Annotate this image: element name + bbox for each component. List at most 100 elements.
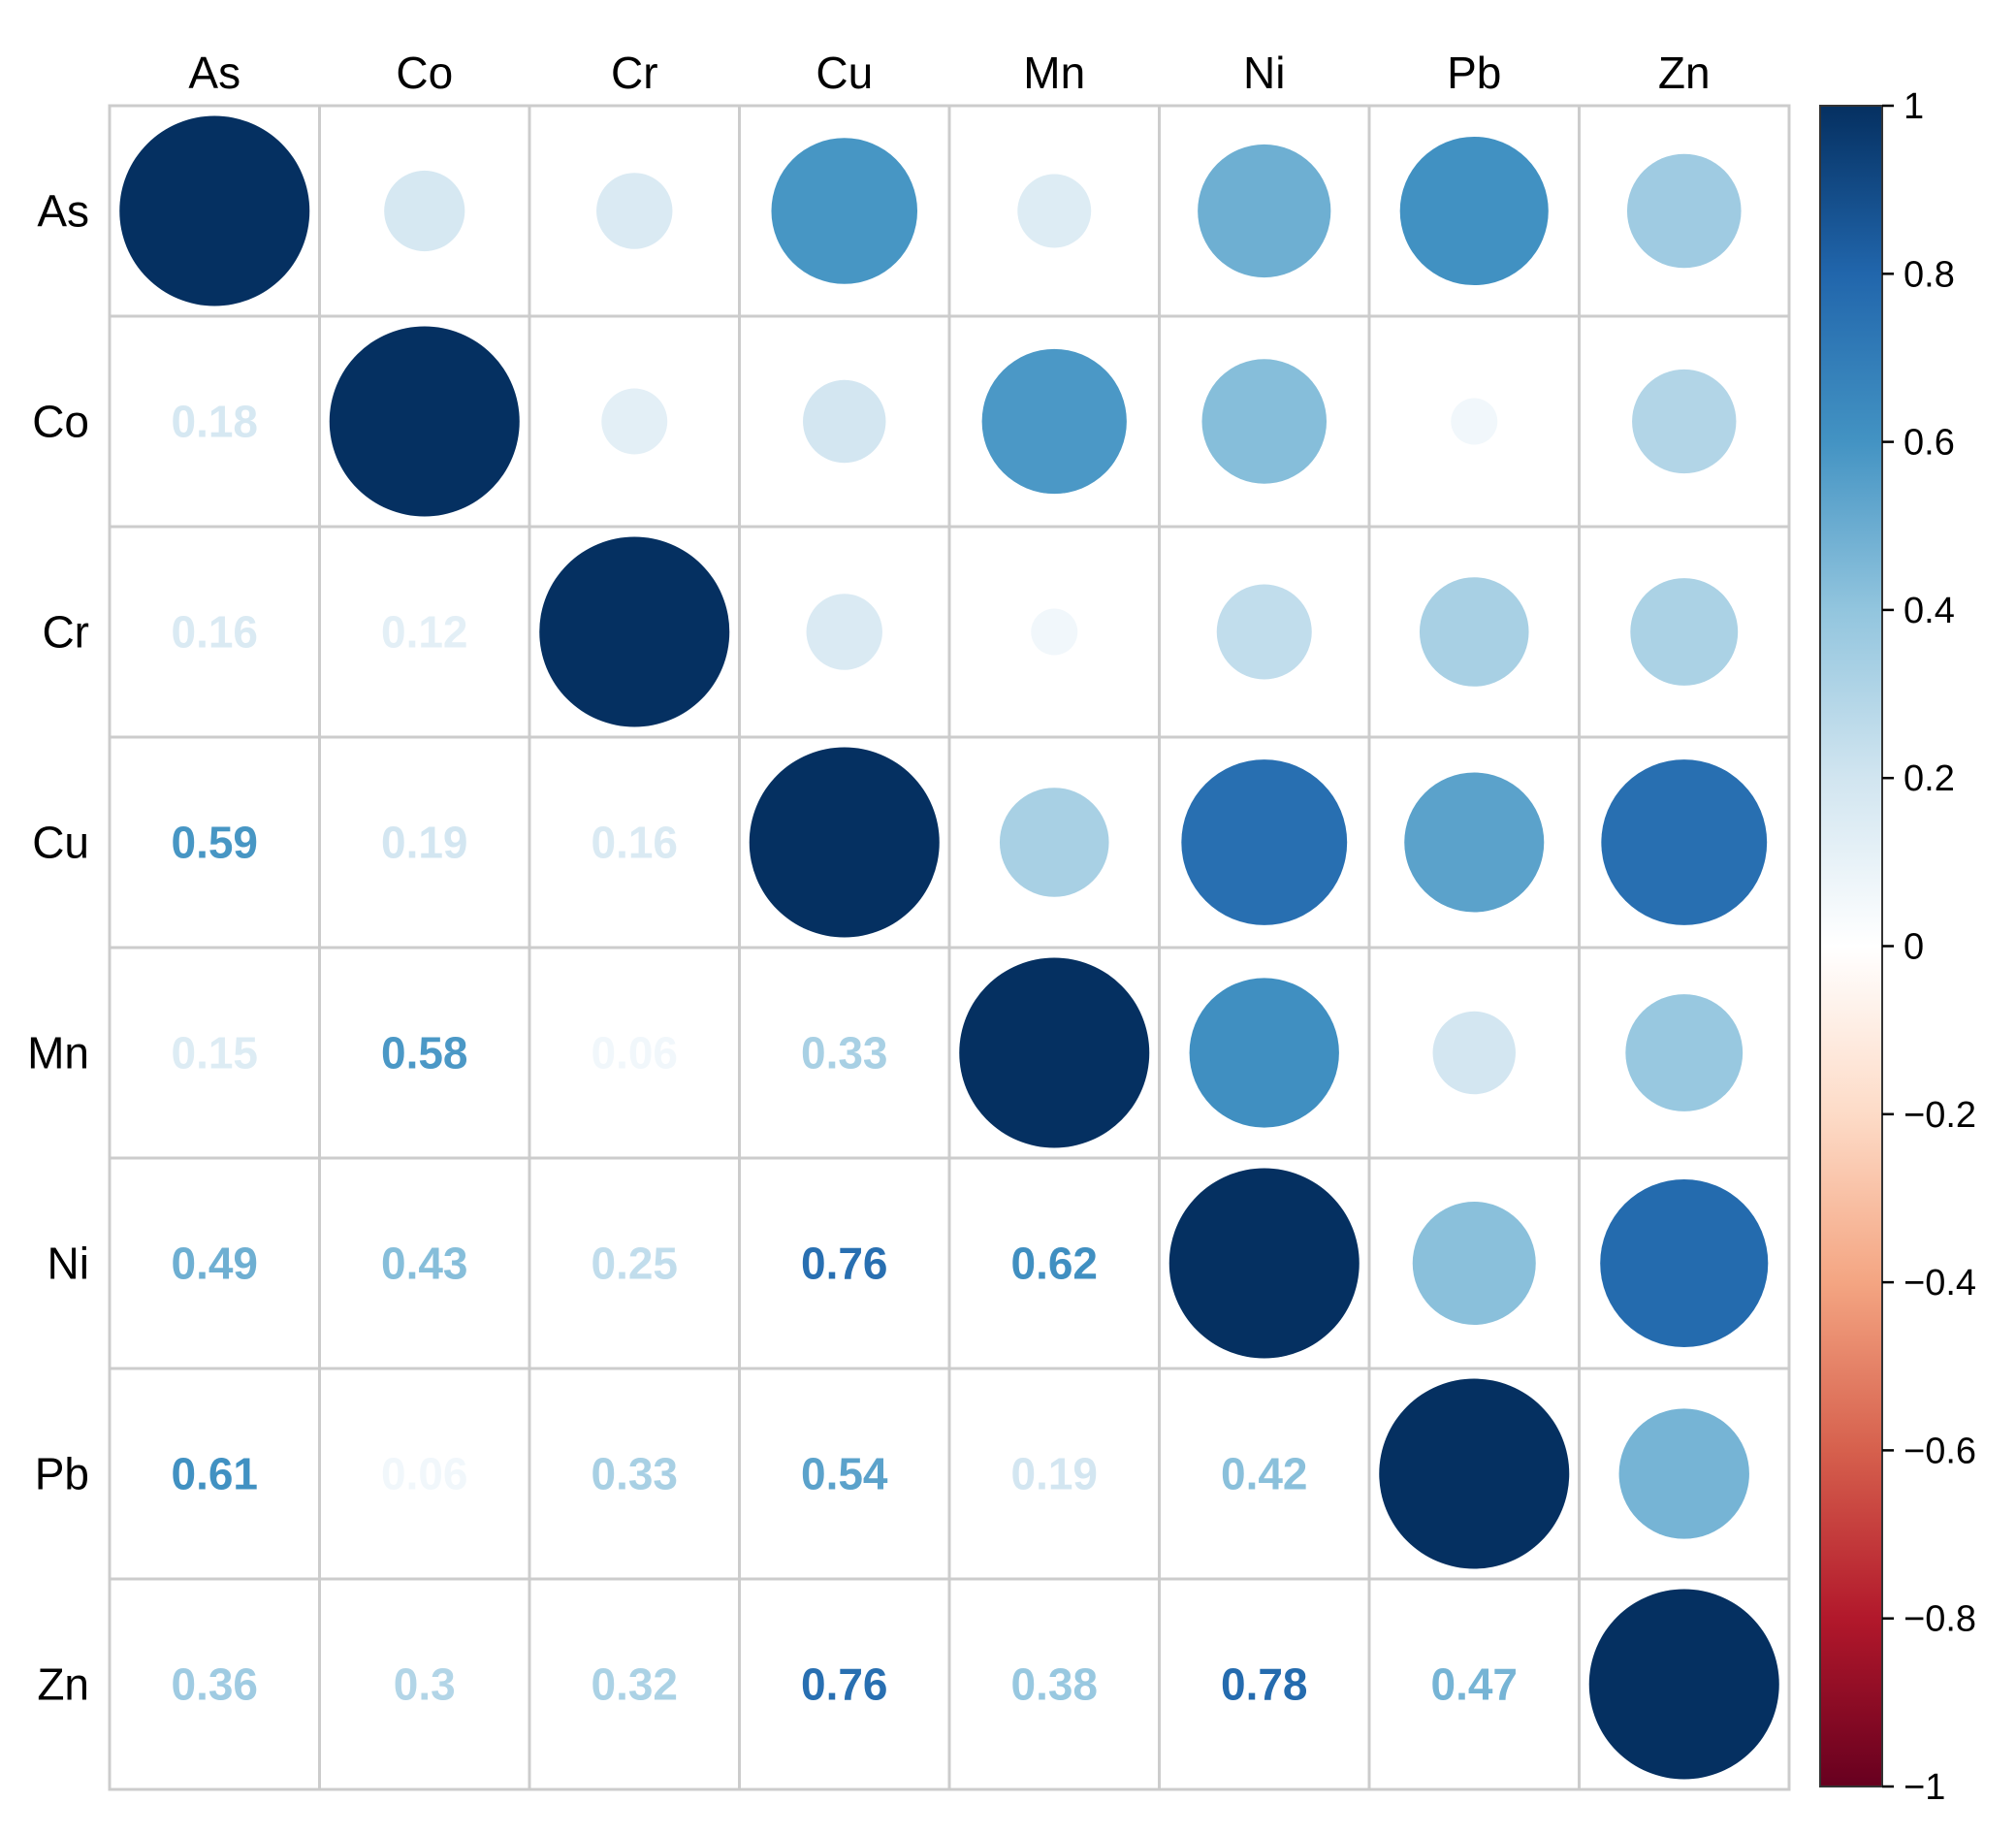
value-Cu-Co: 0.19: [381, 818, 468, 868]
row-label-Zn: Zn: [37, 1659, 89, 1710]
value-Zn-Pb: 0.47: [1430, 1659, 1518, 1710]
circle-As-Co: [384, 170, 465, 252]
cell-Pb-As: [108, 1367, 321, 1581]
colorbar-tick-label: −0.4: [1904, 1263, 1976, 1304]
cell-Cr-Ni: [1158, 525, 1371, 739]
circle-As-Mn: [1017, 174, 1092, 248]
value-Zn-Ni: 0.78: [1221, 1659, 1308, 1710]
value-Mn-Cu: 0.33: [801, 1028, 888, 1078]
circle-Cr-Cr: [539, 536, 730, 727]
circle-Mn-Ni: [1189, 978, 1339, 1128]
value-Mn-Cr: 0.06: [591, 1028, 678, 1078]
cell-Ni-Cr: [528, 1156, 741, 1370]
column-labels: As Co Cr Cu Mn Ni Pb Zn: [188, 48, 1710, 98]
colorbar-tick-label: 0.2: [1904, 758, 1955, 799]
circle-Cr-Pb: [1419, 577, 1529, 687]
cell-Mn-Cu: [738, 946, 951, 1160]
value-Zn-Mn: 0.38: [1010, 1659, 1098, 1710]
cell-Cr-Co: [318, 525, 531, 739]
cell-Mn-Cr: [528, 946, 741, 1160]
circle-Co-Ni: [1201, 359, 1328, 484]
circle-Co-Mn: [981, 348, 1127, 495]
colorbar-tick-label: −1: [1904, 1767, 1945, 1808]
cell-Ni-Mn: [947, 1156, 1161, 1370]
row-labels: As Co Cr Cu Mn Ni Pb Zn: [27, 186, 89, 1710]
colorbar-tick-label: 0.8: [1904, 254, 1955, 295]
circle-Co-Cu: [803, 379, 886, 464]
colorbar-tick-label: −0.2: [1904, 1095, 1976, 1136]
value-Pb-Ni: 0.42: [1221, 1449, 1308, 1499]
row-label-Ni: Ni: [48, 1239, 89, 1289]
value-Pb-Cu: 0.54: [801, 1449, 888, 1499]
cell-Mn-Pb: [1367, 946, 1581, 1160]
value-Pb-Co: 0.06: [381, 1449, 468, 1499]
circle-Cu-Zn: [1601, 759, 1768, 925]
row-label-Cu: Cu: [32, 818, 89, 868]
circle-Ni-Pb: [1412, 1201, 1536, 1326]
circle-Cr-Cu: [806, 594, 882, 670]
value-Zn-Co: 0.3: [394, 1659, 456, 1710]
colorbar-tick-label: 1: [1904, 86, 1924, 127]
cell-Cr-As: [108, 525, 321, 739]
column-label-Cu: Cu: [816, 48, 873, 98]
value-Pb-Cr: 0.33: [591, 1449, 678, 1499]
cell-Zn-Co: [318, 1577, 531, 1791]
value-Ni-Cr: 0.25: [591, 1239, 678, 1289]
value-Ni-Mn: 0.62: [1010, 1239, 1098, 1289]
colorbar-tick-label: 0.4: [1904, 591, 1955, 631]
circle-Pb-Pb: [1379, 1378, 1570, 1569]
correlation-values: 0.18 0.16 0.12 0.59 0.19 0.16 0.15 0.58 0.06 0.33…: [171, 397, 1518, 1710]
circle-As-As: [119, 115, 310, 306]
cell-Zn-Cr: [528, 1577, 741, 1791]
cell-Pb-Mn: [947, 1367, 1161, 1581]
circle-Cu-Ni: [1181, 759, 1348, 925]
circle-Cu-Cu: [749, 747, 940, 938]
row-label-Mn: Mn: [27, 1028, 89, 1078]
cell-Zn-Cu: [738, 1577, 951, 1791]
circle-Co-Pb: [1451, 398, 1498, 445]
column-label-Zn: Zn: [1658, 48, 1711, 98]
row-label-Co: Co: [32, 397, 89, 447]
circle-Co-Co: [329, 326, 520, 517]
circle-Cr-Mn: [1031, 608, 1078, 656]
cell-Zn-As: [108, 1577, 321, 1791]
circle-Cr-Ni: [1216, 584, 1312, 680]
circle-As-Cu: [771, 138, 918, 284]
column-label-Ni: Ni: [1243, 48, 1285, 98]
cell-Ni-Co: [318, 1156, 531, 1370]
cell-As-Zn: [1578, 104, 1791, 318]
cell-Co-Ni: [1158, 314, 1371, 529]
circle-As-Pb: [1399, 136, 1549, 286]
circle-Pb-Zn: [1618, 1408, 1749, 1539]
value-Ni-Cu: 0.76: [801, 1239, 888, 1289]
value-Pb-Mn: 0.19: [1010, 1449, 1098, 1499]
value-Zn-Cu: 0.76: [801, 1659, 888, 1710]
cell-Pb-Co: [318, 1367, 531, 1581]
value-Co-As: 0.18: [171, 397, 258, 447]
cell-Pb-Cr: [528, 1367, 741, 1581]
value-Mn-Co: 0.58: [381, 1028, 468, 1078]
cell-Pb-Ni: [1158, 1367, 1371, 1581]
row-label-Cr: Cr: [42, 607, 89, 658]
value-Cu-Cr: 0.16: [591, 818, 678, 868]
circle-As-Cr: [596, 173, 673, 249]
value-Cu-As: 0.59: [171, 818, 258, 868]
circle-Mn-Pb: [1432, 1011, 1516, 1095]
value-Pb-As: 0.61: [171, 1449, 258, 1499]
circle-Cu-Pb: [1404, 772, 1545, 913]
column-label-Mn: Mn: [1023, 48, 1085, 98]
circle-Co-Zn: [1632, 369, 1737, 474]
colorbar-gradient: [1819, 105, 1883, 1787]
cell-Zn-Mn: [947, 1577, 1161, 1791]
row-label-As: As: [37, 186, 89, 237]
circle-Zn-Zn: [1588, 1589, 1779, 1780]
value-Ni-Co: 0.43: [381, 1239, 468, 1289]
value-Zn-Cr: 0.32: [591, 1659, 678, 1710]
circle-Ni-Zn: [1600, 1178, 1769, 1348]
column-label-Co: Co: [396, 48, 453, 98]
circle-Cu-Mn: [999, 788, 1109, 897]
colorbar-tick-label: 0: [1904, 927, 1924, 968]
value-Zn-As: 0.36: [171, 1659, 258, 1710]
circle-Mn-Zn: [1625, 994, 1744, 1111]
